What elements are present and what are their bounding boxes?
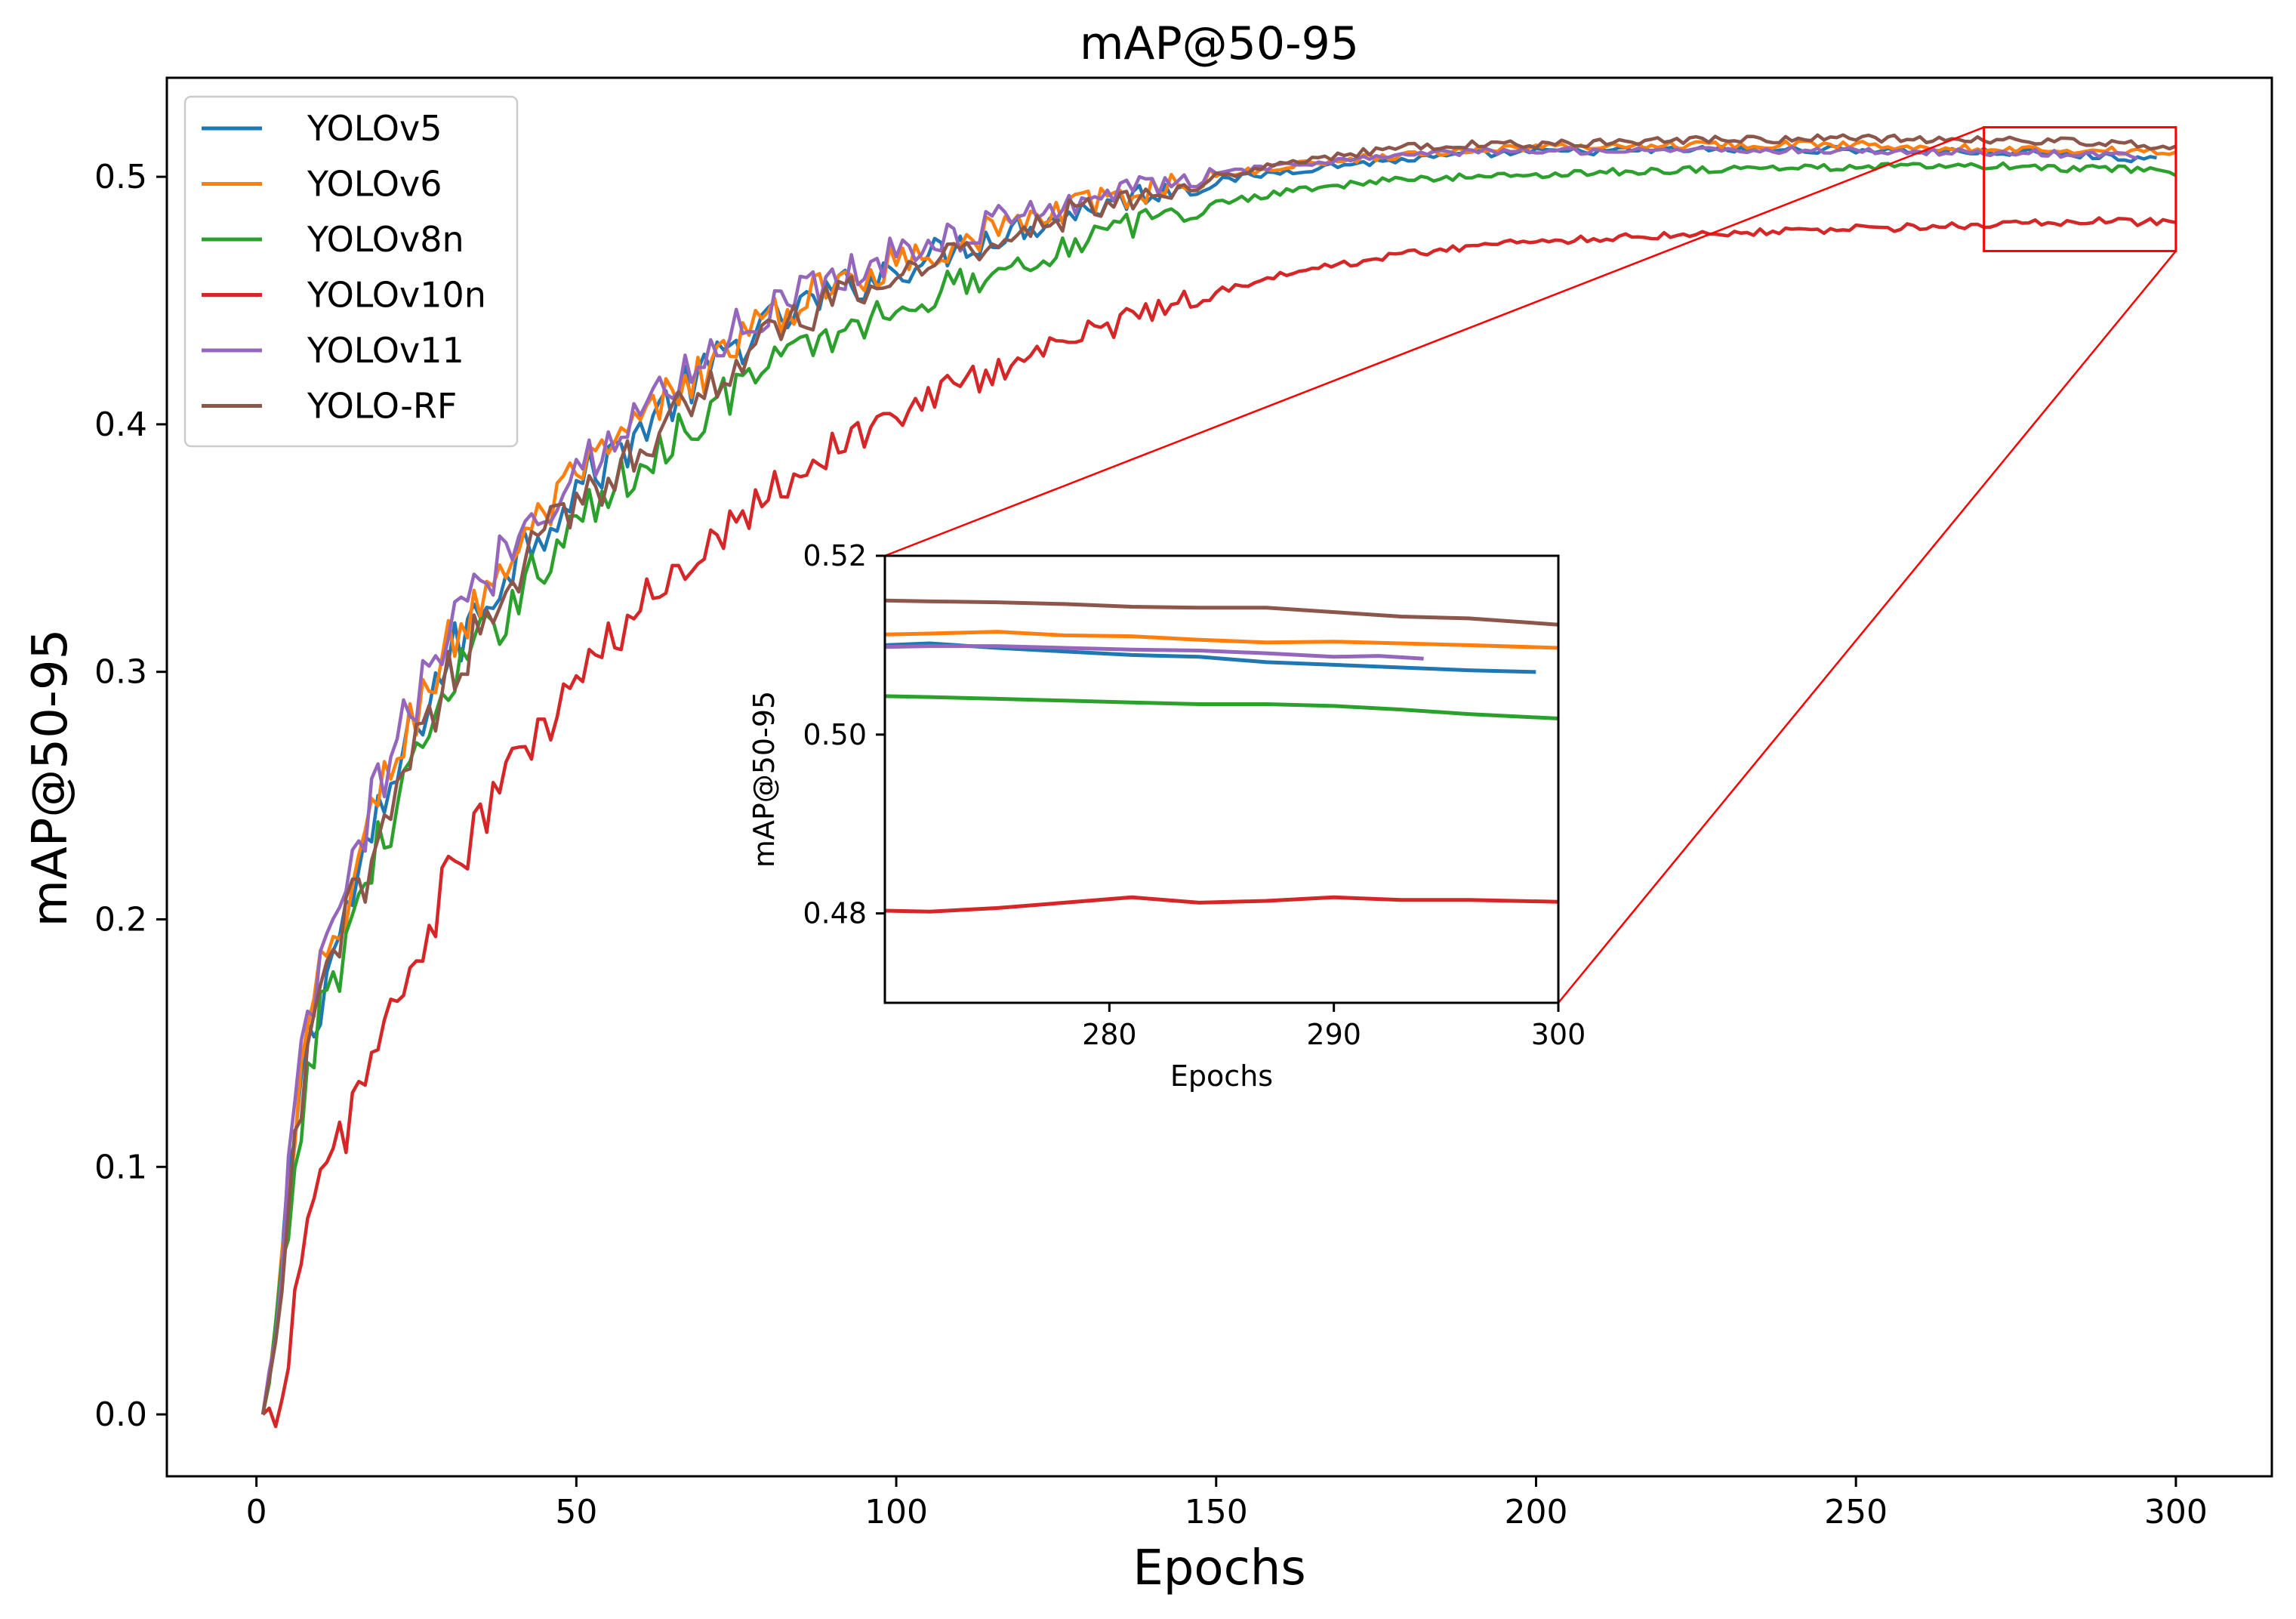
y-tick-label: 0.4: [94, 406, 147, 444]
y-tick-label: 0.3: [94, 653, 147, 692]
inset-series-group: [885, 598, 1558, 914]
main-series-group: [260, 133, 2177, 1429]
x-axis-label: Epochs: [1133, 1540, 1305, 1596]
inset-y-tick-label: 0.50: [803, 718, 867, 751]
y-tick-label: 0.5: [94, 158, 147, 196]
y-tick-label: 0.0: [94, 1395, 147, 1434]
series-line-yolov11: [260, 145, 2138, 1415]
x-tick-label: 0: [246, 1493, 267, 1531]
x-tick-label: 150: [1185, 1493, 1248, 1531]
inset-y-tick-label: 0.52: [803, 539, 867, 572]
inset-y-axis-label: mAP@50-95: [747, 691, 781, 868]
legend-label-yolov8n: YOLOv8n: [307, 219, 464, 260]
y-axis-label: mAP@50-95: [23, 629, 79, 927]
legend-label-yolov5: YOLOv5: [307, 108, 442, 149]
series-line-yolov10n: [261, 216, 2177, 1429]
series-line-yolov8n: [260, 161, 2177, 1415]
inset-axes: 280 290 300 0.48 0.50 0.52 Epochs mAP@50-95: [747, 539, 1586, 1093]
x-tick-label: 100: [864, 1493, 928, 1531]
inset-background: [885, 556, 1558, 1003]
inset-series-line-yolo-rf: [885, 598, 1558, 627]
inset-x-tick-label: 290: [1306, 1018, 1361, 1051]
main-x-ticks: 0 50 100 150 200 250 300: [246, 1476, 2208, 1531]
chart-title: mAP@50-95: [1080, 17, 1359, 70]
y-tick-label: 0.1: [94, 1148, 147, 1186]
legend: YOLOv5 YOLOv6 YOLOv8n YOLOv10n YOLOv11 YOLO-R…: [183, 95, 519, 448]
legend-label-yolov10n: YOLOv10n: [307, 275, 486, 316]
zoom-region-box: [1983, 126, 2177, 252]
x-tick-label: 250: [1824, 1493, 1888, 1531]
inset-series-line-yolov10n: [885, 895, 1558, 914]
legend-label-yolo-rf: YOLO-RF: [307, 386, 457, 427]
legend-label-yolov11: YOLOv11: [307, 330, 464, 371]
series-line-yolo-rf: [260, 133, 2177, 1415]
zoom-connector-line: [1558, 250, 2177, 1004]
legend-box: [183, 95, 519, 448]
x-tick-label: 300: [2144, 1493, 2208, 1531]
inset-y-tick-label: 0.48: [803, 897, 867, 930]
main-axes-frame: [165, 76, 2273, 1478]
inset-x-axis-label: Epochs: [1170, 1059, 1273, 1093]
inset-x-tick-label: 300: [1531, 1018, 1586, 1051]
inset-axes-frame: [883, 554, 1560, 1004]
inset-series-line-yolov8n: [885, 694, 1558, 720]
legend-label-yolov6: YOLOv6: [307, 164, 442, 205]
x-tick-label: 200: [1504, 1493, 1567, 1531]
x-tick-label: 50: [555, 1493, 597, 1531]
main-y-ticks: 0.0 0.1 0.2 0.3 0.4 0.5: [94, 158, 167, 1434]
inset-series-line-yolov6: [885, 630, 1558, 650]
inset-series-line-yolov11: [885, 644, 1424, 661]
zoom-indicator: [884, 126, 2177, 1004]
zoom-connector-line: [884, 126, 1985, 557]
y-tick-label: 0.2: [94, 900, 147, 939]
inset-x-tick-label: 280: [1082, 1018, 1137, 1051]
